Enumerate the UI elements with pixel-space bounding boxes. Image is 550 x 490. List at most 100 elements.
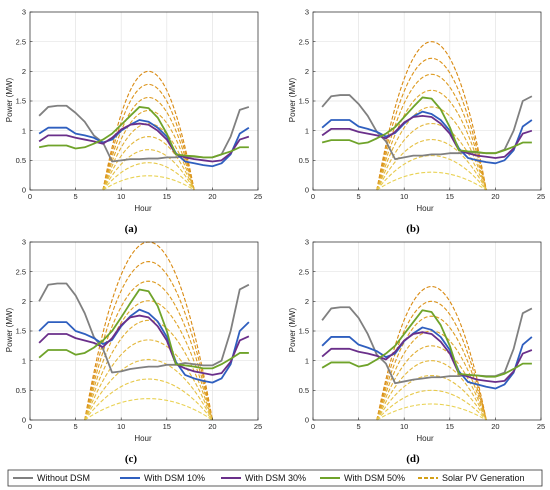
solar-pv-line-a-7	[102, 149, 195, 191]
x-tick-label-a: 20	[208, 192, 216, 201]
legend-label-without-dsm: Without DSM	[37, 473, 90, 483]
x-tick-label-a: 25	[254, 192, 262, 201]
series-line-with-dsm-30-a	[38, 122, 250, 163]
x-tick-label-b: 25	[537, 192, 545, 201]
y-tick-label-a: 2.5	[16, 37, 26, 46]
solar-pv-line-d-5	[376, 345, 487, 421]
solar-pv-line-c-4	[84, 300, 213, 421]
series-line-with-dsm-30-d	[321, 331, 533, 383]
y-tick-label-d: 1	[305, 356, 309, 365]
y-tick-label-d: 1.5	[299, 327, 309, 336]
y-tick-label-d: 0	[305, 416, 309, 425]
y-tick-label-b: 1	[305, 126, 309, 135]
x-tick-label-b: 0	[311, 192, 315, 201]
panel-c-label: (c)	[125, 453, 138, 465]
solar-pv-line-d-7	[376, 374, 487, 421]
panel-d-label: (d)	[406, 453, 420, 465]
solar-pv-line-b-9	[376, 171, 487, 191]
y-tick-label-b: 3	[305, 8, 309, 17]
panel-a-xlabel: Hour	[134, 204, 152, 213]
series-line-with-dsm-30-c	[38, 314, 250, 376]
solar-pv-line-d-8	[376, 389, 487, 421]
x-tick-label-d: 20	[491, 422, 499, 431]
y-tick-label-c: 1.5	[16, 327, 26, 336]
panel-d: 0 5 10 15 20 25 0 0.5 1 1.5 2 2.5 3 Power (MW) Hour (d)	[288, 238, 545, 465]
y-tick-label-d: 0.5	[299, 386, 309, 395]
y-tick-label-a: 2	[22, 67, 26, 76]
x-tick-label-d: 5	[357, 422, 361, 431]
solar-pv-line-b-5	[376, 106, 487, 191]
x-tick-label-c: 10	[117, 422, 125, 431]
x-tick-label-b: 20	[491, 192, 499, 201]
y-tick-label-a: 3	[22, 8, 26, 17]
solar-pv-line-c-6	[84, 339, 213, 421]
series-line-with-dsm-50-c	[38, 288, 249, 370]
y-tick-label-a: 1.5	[16, 97, 26, 106]
solar-pv-line-a-8	[102, 162, 195, 191]
x-tick-label-b: 5	[357, 192, 361, 201]
x-tick-label-d: 0	[311, 422, 315, 431]
solar-pv-line-b-7	[376, 139, 487, 191]
solar-pv-line-c-8	[84, 378, 213, 421]
solar-pv-line-a-4	[102, 109, 195, 191]
y-tick-label-d: 2.5	[299, 267, 309, 276]
panel-b-ylabel: Power (MW)	[288, 77, 297, 122]
solar-pv-line-b-8	[376, 155, 487, 191]
solar-pv-line-a-1	[102, 70, 195, 191]
solar-pv-line-a-9	[102, 175, 195, 191]
solar-pv-line-b-3	[376, 73, 487, 191]
y-tick-label-d: 2	[305, 297, 309, 306]
x-tick-label-c: 15	[163, 422, 171, 431]
solar-pv-line-d-6	[376, 360, 487, 421]
legend: Without DSM With DSM 10% With DSM 30% Wi…	[7, 469, 543, 487]
x-tick-label-c: 25	[254, 422, 262, 431]
series-line-with-dsm-30-b	[321, 114, 533, 159]
y-tick-label-b: 2.5	[299, 37, 309, 46]
solar-pv-line-c-7	[84, 358, 213, 421]
y-tick-label-b: 2	[305, 67, 309, 76]
legend-box	[7, 469, 543, 487]
solar-pv-line-c-2	[84, 261, 213, 421]
y-tick-label-a: 1	[22, 126, 26, 135]
x-tick-label-c: 0	[28, 422, 32, 431]
panel-d-ylabel: Power (MW)	[288, 307, 297, 352]
series-line-with-dsm-50-d	[321, 309, 532, 378]
series-line-without-dsm-c	[38, 282, 250, 374]
panel-b: 0 5 10 15 20 25 0 0.5 1 1.5 2 2.5 3 Power (MW) Hour (b)	[288, 8, 545, 235]
solar-pv-line-d-3	[376, 315, 487, 421]
x-tick-label-d: 25	[537, 422, 545, 431]
series-line-with-dsm-10-a	[38, 119, 250, 168]
x-tick-label-d: 15	[446, 422, 454, 431]
panel-a: 0 5 10 15 20 25 0 0.5 1 1.5 2 2.5 3 Power (MW) Hour (a)	[5, 8, 262, 235]
panel-a-ylabel: Power (MW)	[5, 77, 14, 122]
series-line-with-dsm-10-c	[38, 308, 250, 384]
panel-c: 0 5 10 15 20 25 0 0.5 1 1.5 2 2.5 3 Power (MW) Hour (c)	[5, 238, 262, 465]
series-line-with-dsm-50-a	[38, 106, 249, 159]
solar-pv-line-c-9	[84, 398, 213, 421]
y-tick-label-c: 1	[22, 356, 26, 365]
legend-label-dsm-30: With DSM 30%	[245, 473, 306, 483]
panel-c-xlabel: Hour	[134, 434, 152, 443]
y-tick-label-c: 2.5	[16, 267, 26, 276]
panel-b-label: (b)	[406, 223, 420, 235]
x-tick-label-c: 5	[74, 422, 78, 431]
x-tick-label-c: 20	[208, 422, 216, 431]
panel-d-xlabel: Hour	[416, 434, 434, 443]
x-tick-label-b: 10	[400, 192, 408, 201]
series-line-with-dsm-10-b	[321, 110, 533, 165]
x-tick-label-d: 10	[400, 422, 408, 431]
x-tick-label-a: 0	[28, 192, 32, 201]
solar-pv-line-a-5	[102, 122, 195, 191]
legend-label-dsm-50: With DSM 50%	[344, 473, 405, 483]
x-tick-label-a: 10	[117, 192, 125, 201]
y-tick-label-d: 3	[305, 238, 309, 247]
solar-pv-line-d-9	[376, 403, 487, 421]
x-tick-label-b: 15	[446, 192, 454, 201]
y-tick-label-b: 0	[305, 186, 309, 195]
y-tick-label-a: 0.5	[16, 156, 26, 165]
y-tick-label-c: 0	[22, 416, 26, 425]
series-line-with-dsm-10-d	[321, 326, 533, 390]
legend-label-dsm-10: With DSM 10%	[144, 473, 205, 483]
panel-b-xlabel: Hour	[416, 204, 434, 213]
